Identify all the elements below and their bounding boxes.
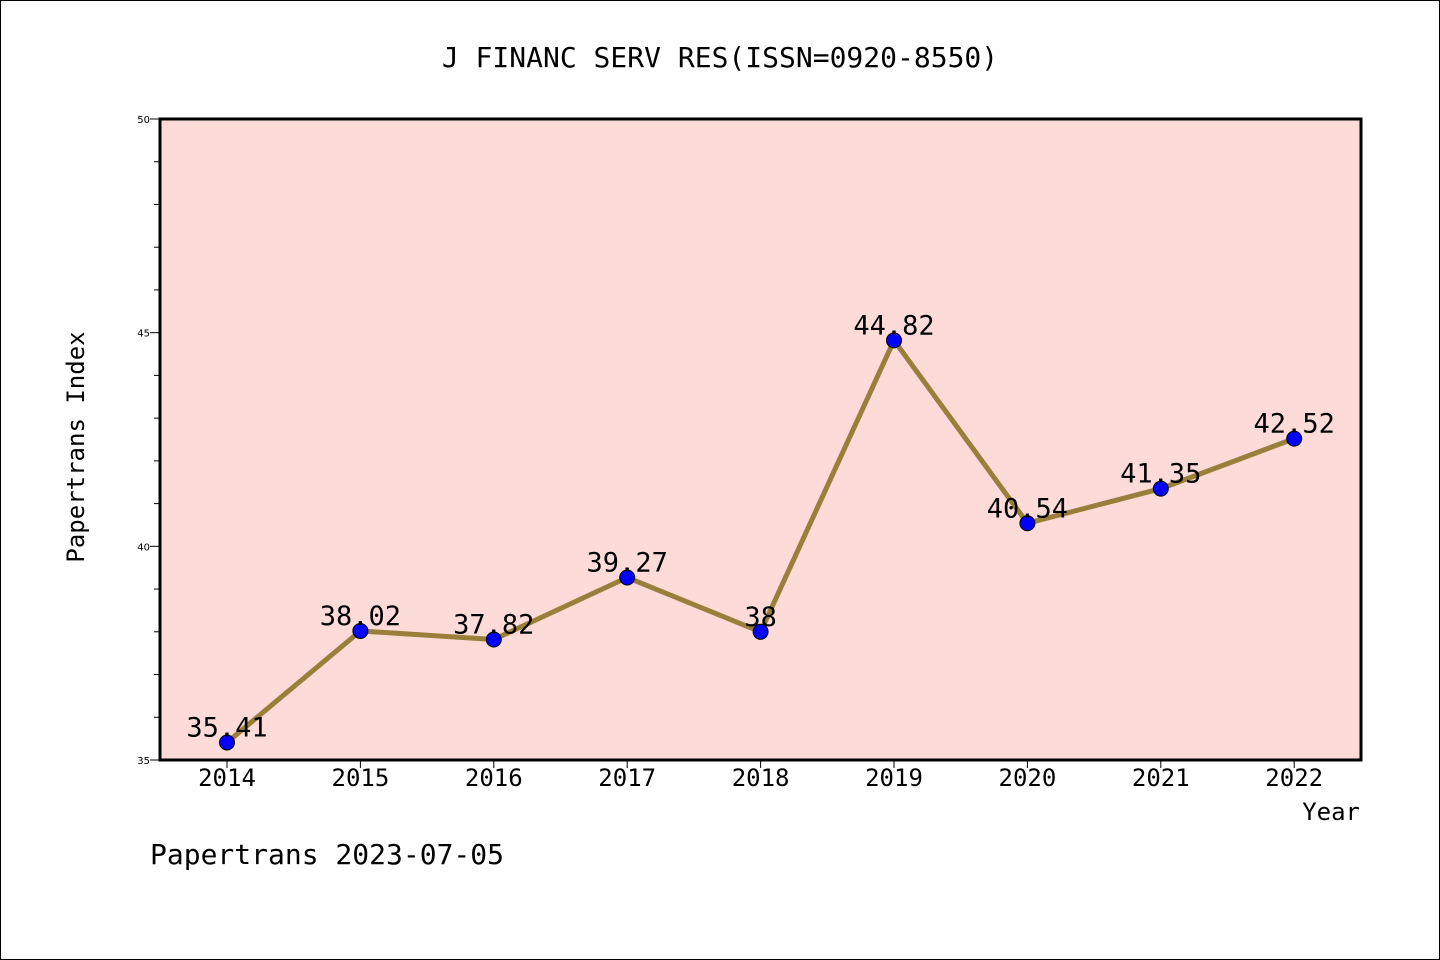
y-tick-label: 45 [137, 329, 150, 340]
y-tick-label: 40 [137, 542, 150, 553]
data-point [619, 569, 636, 586]
y-tick-label: 35 [137, 756, 150, 767]
footer-note: Papertrans 2023-07-05 [150, 838, 504, 871]
data-point [1019, 515, 1036, 532]
data-point [219, 734, 235, 751]
data-label: 40.54 [987, 493, 1068, 524]
data-label: 42.52 [1254, 409, 1335, 440]
data-point [752, 623, 769, 640]
data-label: 37.82 [453, 609, 534, 640]
y-axis-label: Papertrans Index [62, 331, 90, 562]
data-label: 39.27 [587, 548, 668, 579]
x-tick-label: 2019 [865, 764, 923, 792]
data-label: 41.35 [1120, 459, 1201, 490]
plot-area [158, 117, 1363, 762]
x-tick-label: 2014 [198, 764, 256, 792]
data-point [1286, 430, 1303, 447]
x-tick-label: 2020 [999, 764, 1057, 792]
x-tick-label: 2017 [598, 764, 656, 792]
data-point [1152, 480, 1169, 497]
chart-title: J FINANC SERV RES(ISSN=0920-8550) [442, 41, 998, 74]
y-axis: 35 40 45 50 [137, 115, 160, 767]
x-tick-label: 2015 [332, 764, 390, 792]
data-point [352, 622, 369, 639]
y-tick-label: 50 [137, 115, 150, 126]
data-points-group [219, 332, 1303, 751]
data-label: 35.41 [186, 712, 267, 743]
data-label: 38.02 [320, 601, 401, 632]
data-point [886, 332, 902, 349]
data-label: 38 [744, 602, 777, 633]
data-labels-group: 35.41 38.02 37.82 39.27 38 44.82 40.54 41.35 42.… [186, 310, 1334, 743]
x-tick-label: 2022 [1265, 764, 1323, 792]
x-axis-label: Year [1302, 798, 1360, 826]
x-tick-label: 2016 [465, 764, 523, 792]
data-point [485, 631, 502, 648]
data-label: 44.82 [853, 310, 934, 341]
x-tick-label: 2021 [1132, 764, 1190, 792]
x-tick-label: 2018 [732, 764, 790, 792]
x-axis: 2014 2015 2016 2017 2018 2019 2020 2021 2022 [198, 760, 1323, 792]
